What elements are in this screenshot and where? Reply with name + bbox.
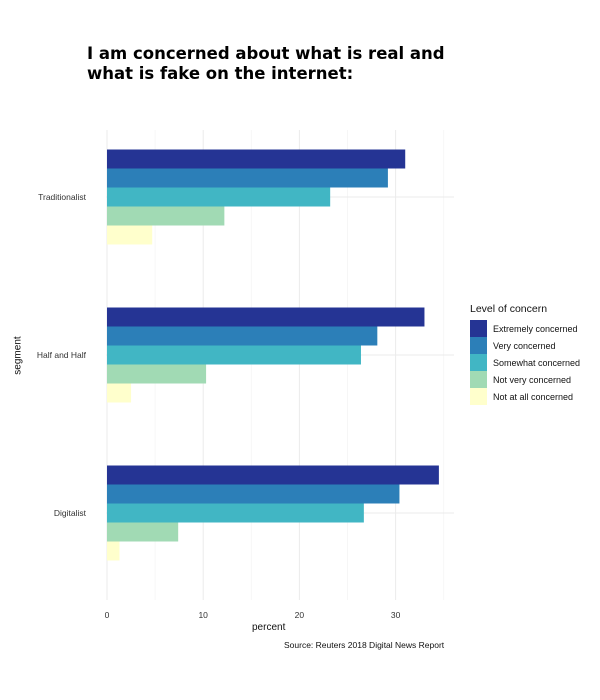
legend-item: Extremely concerned xyxy=(470,320,580,337)
legend-label: Somewhat concerned xyxy=(493,357,581,368)
legend-label: Very concerned xyxy=(493,340,556,351)
bar-digitalist-very-concerned xyxy=(107,484,400,504)
bar-half-and-half-not-at-all-concerned xyxy=(107,383,132,403)
bar-digitalist-not-at-all-concerned xyxy=(107,541,120,561)
y-axis-label: segment xyxy=(12,336,24,375)
bar-digitalist-not-very-concerned xyxy=(107,522,179,542)
chart-title: I am concerned about what is real and wh… xyxy=(87,44,445,83)
bar-traditionalist-very-concerned xyxy=(107,168,388,188)
legend-swatch xyxy=(470,320,487,337)
legend-item: Somewhat concerned xyxy=(470,354,580,371)
legend-swatch xyxy=(470,337,487,354)
bar-digitalist-extremely-concerned xyxy=(107,465,439,485)
x-axis-label: percent xyxy=(252,622,286,633)
bar-half-and-half-very-concerned xyxy=(107,326,378,346)
x-tick-label: 10 xyxy=(198,610,208,620)
x-tick-label: 0 xyxy=(105,610,110,620)
legend-item: Not very concerned xyxy=(470,371,580,388)
bar-half-and-half-not-very-concerned xyxy=(107,364,207,384)
legend-item: Very concerned xyxy=(470,337,580,354)
legend-label: Not very concerned xyxy=(493,374,572,385)
x-tick-label: 30 xyxy=(391,610,401,620)
bar-traditionalist-somewhat-concerned xyxy=(107,187,331,207)
bar-traditionalist-extremely-concerned xyxy=(107,149,406,169)
bar-half-and-half-extremely-concerned xyxy=(107,307,425,327)
y-tick-label: Half and Half xyxy=(37,350,87,360)
legend-label: Not at all concerned xyxy=(493,391,574,402)
bar-half-and-half-somewhat-concerned xyxy=(107,345,361,365)
legend-label: Extremely concerned xyxy=(493,323,578,334)
bar-digitalist-somewhat-concerned xyxy=(107,503,364,523)
x-tick-label: 20 xyxy=(295,610,305,620)
legend-title: Level of concern xyxy=(470,303,548,315)
y-tick-label: Traditionalist xyxy=(38,192,87,202)
y-tick-label: Digitalist xyxy=(54,508,87,518)
legend: Level of concern Extremely concerned Very… xyxy=(470,303,580,405)
legend-swatch xyxy=(470,371,487,388)
source-note: Source: Reuters 2018 Digital News Report xyxy=(284,640,445,650)
bar-traditionalist-not-at-all-concerned xyxy=(107,225,153,245)
legend-swatch xyxy=(470,354,487,371)
bar-traditionalist-not-very-concerned xyxy=(107,206,225,226)
legend-swatch xyxy=(470,388,487,405)
legend-item: Not at all concerned xyxy=(470,388,580,405)
